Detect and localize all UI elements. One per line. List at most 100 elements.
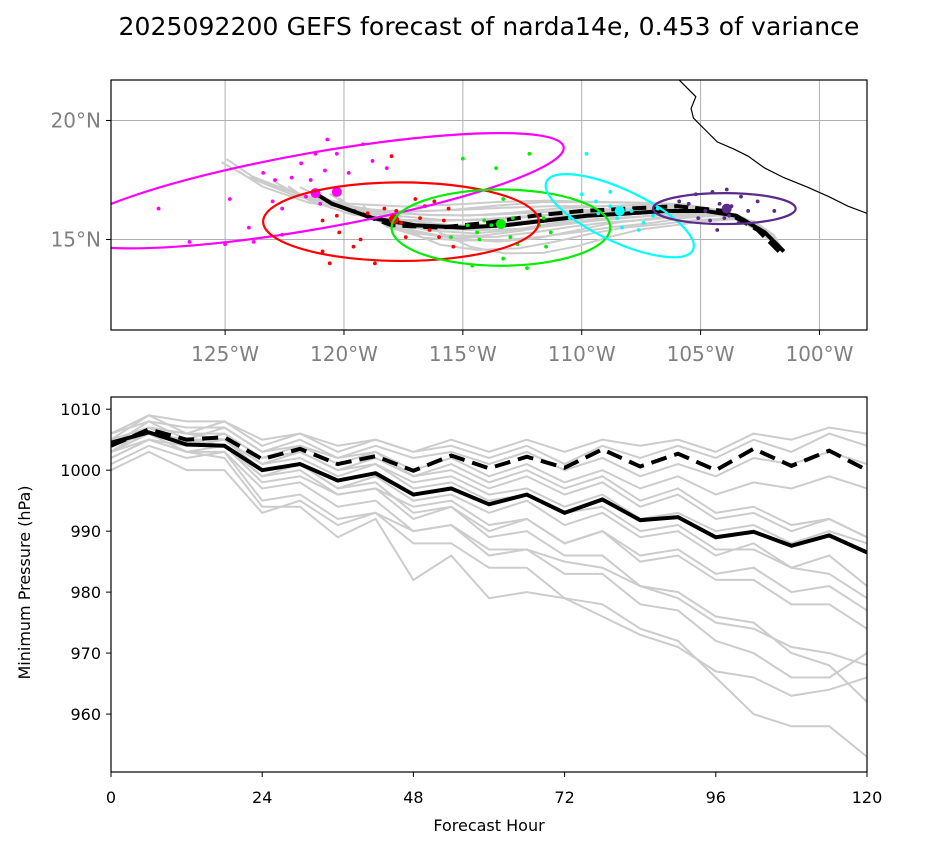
member-point-cyan-4 <box>629 209 634 213</box>
member-point-green-10 <box>477 237 482 242</box>
pressure-xlabel: Forecast Hour <box>433 816 545 835</box>
map-plot-area <box>111 80 867 330</box>
member-point-magenta-8 <box>289 175 294 180</box>
member-point-magenta-6 <box>270 199 275 204</box>
member-point-magenta-10 <box>323 168 327 173</box>
member-point-green-2 <box>527 151 532 156</box>
member-point-cyan-9 <box>615 216 620 220</box>
member-point-purple-3 <box>739 194 743 199</box>
member-point-cyan-5 <box>641 220 646 225</box>
map-xtick-label-5: 100°W <box>785 342 853 366</box>
member-pressure-line-7 <box>111 426 867 703</box>
member-point-red-12 <box>446 206 451 211</box>
member-point-red-14 <box>432 199 437 204</box>
member-point-green-6 <box>544 244 548 249</box>
member-point-purple-15 <box>715 228 720 232</box>
member-point-purple-17 <box>677 199 682 204</box>
map-xtick-label-2: 115°W <box>429 342 497 366</box>
map-frame <box>110 79 868 331</box>
member-point-cyan-8 <box>596 211 601 216</box>
member-pressure-line-14 <box>111 438 867 630</box>
member-point-green-11 <box>449 235 453 240</box>
member-point-purple-7 <box>703 209 708 213</box>
member-point-red-15 <box>413 197 418 201</box>
pressure-plot-area <box>111 414 867 758</box>
member-pressure-line-10 <box>111 438 867 697</box>
member-point-cyan-13 <box>594 199 598 204</box>
member-point-green-19 <box>465 223 470 228</box>
member-point-green-1 <box>494 166 499 170</box>
pressure-ytick-label-0: 960 <box>70 705 101 724</box>
member-point-green-18 <box>489 223 494 228</box>
member-point-magenta-16 <box>273 178 277 182</box>
member-point-cyan-6 <box>636 228 641 232</box>
member-point-red-10 <box>427 228 432 232</box>
member-point-purple-13 <box>746 209 751 213</box>
pressure-ytick-label-3: 990 <box>70 522 101 541</box>
member-point-purple-5 <box>717 201 722 206</box>
member-point-green-13 <box>508 235 513 240</box>
member-point-green-17 <box>548 230 553 235</box>
member-point-cyan-2 <box>584 151 589 156</box>
member-point-green-7 <box>525 266 529 270</box>
member-point-red-9 <box>418 216 422 220</box>
member-pressure-line-11 <box>111 450 867 667</box>
pressure-xtick-label-1: 24 <box>252 788 272 807</box>
member-point-cyan-10 <box>651 213 655 218</box>
member-pressure-line-8 <box>111 444 867 679</box>
member-point-magenta-3 <box>251 240 256 244</box>
member-point-magenta-9 <box>308 178 313 182</box>
member-point-magenta-0 <box>156 206 161 211</box>
member-pressure-line-3 <box>111 420 867 539</box>
member-point-magenta-1 <box>187 240 192 244</box>
member-point-purple-16 <box>727 213 732 218</box>
member-point-red-22 <box>365 211 370 216</box>
member-point-red-13 <box>441 218 446 223</box>
pressure-frame <box>110 396 868 773</box>
member-pressure-line-13 <box>111 426 867 539</box>
member-point-magenta-7 <box>304 194 308 199</box>
member-point-purple-2 <box>724 187 729 192</box>
member-point-red-4 <box>351 244 356 249</box>
member-point-red-20 <box>437 235 441 240</box>
coastline <box>678 80 867 214</box>
member-point-purple-11 <box>708 218 712 223</box>
member-point-cyan-3 <box>608 204 613 209</box>
member-pressure-line-15 <box>111 414 867 453</box>
pressure-xtick-label-2: 48 <box>403 788 423 807</box>
member-point-green-8 <box>501 256 506 261</box>
pressure-ytick-label-1: 970 <box>70 644 101 663</box>
member-point-magenta-5 <box>227 197 232 201</box>
member-point-red-6 <box>358 237 363 242</box>
member-point-purple-8 <box>686 201 691 206</box>
forecast-mean-point-0 <box>331 186 342 197</box>
member-point-green-16 <box>482 218 487 223</box>
spread-ellipse-4 <box>544 173 695 259</box>
member-point-purple-12 <box>696 216 701 220</box>
member-pressure-line-2 <box>111 426 867 496</box>
member-point-red-3 <box>320 218 325 223</box>
member-point-magenta-17 <box>261 170 266 175</box>
member-point-red-1 <box>320 249 325 254</box>
member-point-red-21 <box>394 209 399 213</box>
member-point-red-2 <box>337 230 342 235</box>
control-track <box>352 204 781 253</box>
member-pressure-line-9 <box>111 432 867 758</box>
member-point-red-7 <box>382 206 387 211</box>
member-pressure-line-5 <box>111 432 867 612</box>
pressure-ytick-label-5: 1010 <box>60 400 101 419</box>
pressure-xtick-label-5: 120 <box>852 788 883 807</box>
map-xtick-label-3: 110°W <box>548 342 616 366</box>
member-point-green-12 <box>475 230 480 235</box>
member-point-red-19 <box>451 244 456 249</box>
spread-ellipse-3 <box>390 188 612 267</box>
member-point-magenta-21 <box>370 159 375 163</box>
forecast-mean-point-3 <box>495 219 506 230</box>
mean-track <box>312 190 786 253</box>
member-point-red-5 <box>372 261 377 266</box>
chart-title: 2025092200 GEFS forecast of narda14e, 0.… <box>118 12 860 41</box>
member-pressure-line-12 <box>111 432 867 545</box>
member-point-red-16 <box>389 154 394 159</box>
member-point-cyan-12 <box>608 190 613 194</box>
member-point-magenta-15 <box>325 137 330 142</box>
